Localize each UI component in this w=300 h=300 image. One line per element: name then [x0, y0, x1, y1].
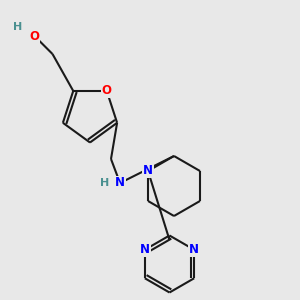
Text: O: O [29, 29, 40, 43]
Text: N: N [140, 243, 150, 256]
Text: N: N [143, 164, 153, 178]
Text: N: N [115, 176, 125, 190]
Text: N: N [189, 243, 199, 256]
Text: O: O [102, 84, 112, 98]
Text: H: H [100, 178, 109, 188]
Text: H: H [14, 22, 22, 32]
